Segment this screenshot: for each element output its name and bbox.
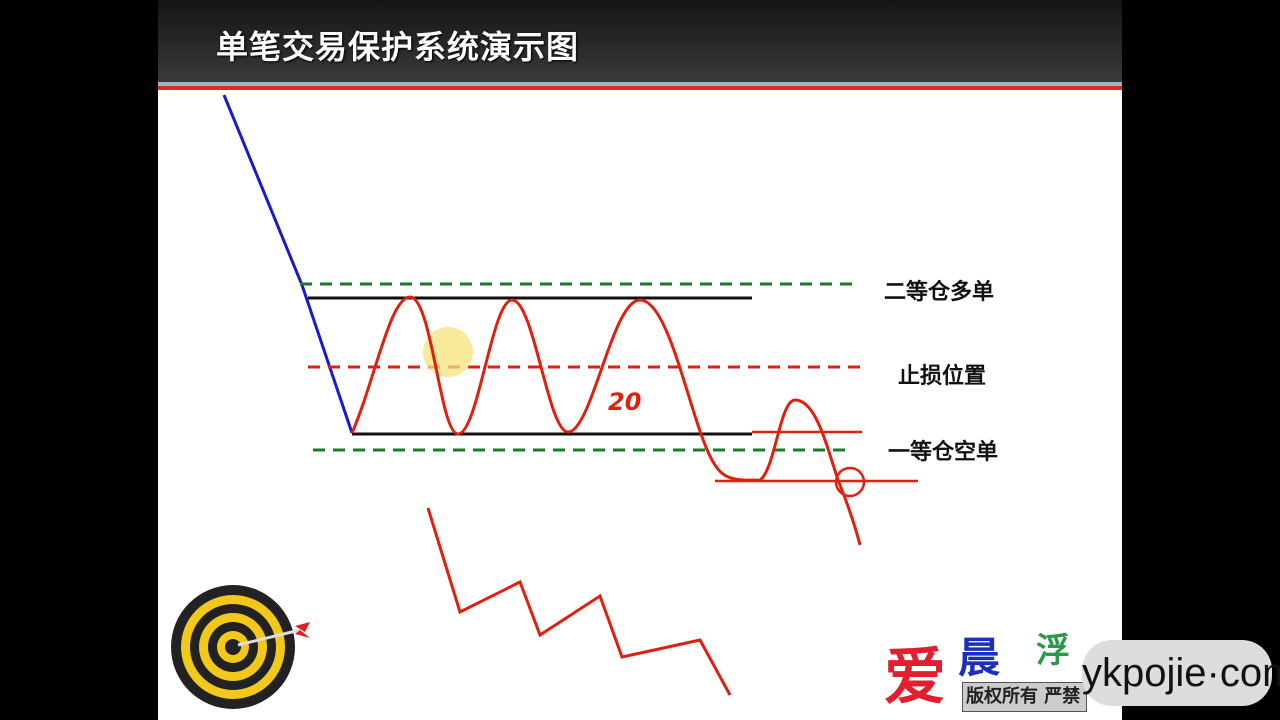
hand-annotation: 20 <box>608 388 641 416</box>
downtrend-line <box>222 94 354 434</box>
label-upper-long-position: 二等仓多单 <box>884 280 995 305</box>
svg-text:爱: 爱 <box>884 640 946 713</box>
hand-circle <box>834 466 866 498</box>
svg-text:浮: 浮 <box>1036 631 1070 671</box>
slide-title: 单笔交易保护系统演示图 <box>216 28 580 66</box>
price-wave <box>350 295 862 546</box>
title-bar: 单笔交易保护系统演示图 <box>158 0 1122 82</box>
label-lower-short-position: 一等仓空单 <box>888 440 999 465</box>
title-divider <box>158 82 1122 86</box>
label-stop-loss: 止损位置 <box>898 364 987 389</box>
pointer-highlight <box>423 327 473 377</box>
copyright-notice: 版权所有 严禁 <box>962 682 1087 712</box>
hand-zigzag <box>426 507 732 696</box>
dartboard-icon <box>171 585 310 709</box>
slide: 单笔交易保护系统演示图 <box>158 0 1122 720</box>
title-accent-line <box>158 86 1122 90</box>
watermark: ykpojie·com <box>1082 640 1280 706</box>
svg-text:晨: 晨 <box>958 633 1000 682</box>
logo: 爱 晨 浮 <box>884 631 1070 713</box>
